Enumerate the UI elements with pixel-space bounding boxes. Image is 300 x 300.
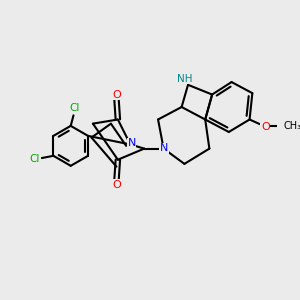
Text: Cl: Cl bbox=[30, 154, 40, 164]
Text: CH₃: CH₃ bbox=[284, 122, 300, 131]
Text: O: O bbox=[112, 180, 121, 190]
Text: N: N bbox=[128, 138, 136, 148]
Text: Cl: Cl bbox=[70, 103, 80, 113]
Text: O: O bbox=[112, 89, 121, 100]
Text: O: O bbox=[261, 122, 270, 132]
Text: N: N bbox=[160, 143, 168, 153]
Text: NH: NH bbox=[177, 74, 192, 84]
